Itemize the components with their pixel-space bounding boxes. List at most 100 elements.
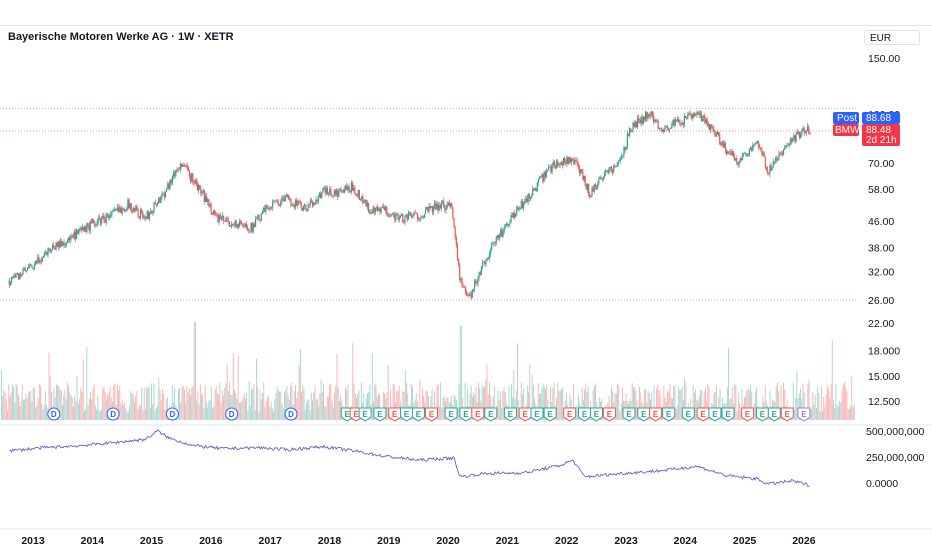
candle-body: [269, 207, 272, 209]
candle-body: [182, 165, 184, 167]
earnings-label: E: [700, 410, 706, 419]
volume-bar: [684, 378, 686, 420]
candle-body: [572, 159, 574, 160]
candle-body: [453, 218, 455, 228]
volume-bar: [614, 392, 616, 420]
volume-bar: [715, 385, 717, 420]
volume-bar: [320, 379, 322, 420]
candle-body: [608, 168, 610, 174]
volume-bar: [136, 390, 138, 420]
volume-bar: [49, 375, 51, 420]
candle-body: [340, 189, 342, 192]
candle-body: [607, 171, 609, 174]
symbol-title[interactable]: Bayerische Motoren Werke AG · 1W · XETR: [6, 30, 236, 44]
volume-bar: [11, 384, 13, 420]
candle-body: [809, 132, 811, 135]
candle-body: [373, 207, 375, 213]
volume-bar: [241, 400, 243, 420]
candle-body: [599, 177, 601, 180]
volume-bar: [148, 386, 150, 420]
candle-body: [91, 219, 94, 223]
candle-body: [200, 188, 202, 194]
candle-body: [190, 175, 192, 182]
volume-bar: [523, 388, 525, 420]
volume-bar: [442, 397, 444, 420]
volume-bar: [242, 396, 244, 420]
candle-body: [517, 207, 519, 210]
candle-body: [621, 156, 623, 160]
volume-bar: [108, 393, 110, 420]
candle-body: [381, 206, 383, 208]
candle-body: [210, 204, 212, 213]
candle-body: [306, 209, 308, 212]
candle-body: [244, 224, 246, 226]
candle-body: [347, 186, 349, 190]
candle-body: [746, 155, 748, 157]
candle-body: [194, 179, 196, 184]
volume-bar: [124, 401, 126, 420]
volume-bar: [831, 340, 833, 420]
candle-body: [789, 139, 792, 144]
volume-bar: [847, 409, 849, 420]
candle-body: [437, 204, 439, 211]
candle-body: [554, 165, 557, 168]
price-axis-tick: 32.00: [868, 266, 894, 278]
volume-bar: [281, 403, 283, 420]
candle-body: [447, 202, 449, 205]
candle-body: [470, 294, 472, 298]
volume-bar: [32, 388, 34, 420]
volume-bar: [552, 387, 554, 420]
volume-bar: [99, 411, 101, 420]
candle-body: [128, 199, 130, 209]
candle-body: [598, 179, 600, 184]
currency-selector[interactable]: EUR: [864, 30, 920, 45]
dividend-label: D: [288, 410, 294, 419]
volume-bar: [290, 386, 292, 420]
candle-body: [188, 171, 191, 176]
candle-body: [513, 213, 516, 218]
earnings-icon: [755, 407, 769, 422]
volume-bar: [155, 407, 157, 420]
candle-body: [126, 208, 128, 211]
candle-body: [289, 198, 291, 200]
candle-body: [38, 257, 40, 263]
volume-bar: [93, 384, 95, 420]
candle-body: [156, 202, 159, 206]
candle-body: [44, 252, 46, 256]
volume-bar: [229, 382, 231, 420]
volume-bar: [754, 392, 756, 420]
volume-bar: [252, 389, 254, 420]
volume-bar: [130, 391, 132, 420]
volume-bar: [667, 390, 669, 420]
candle-body: [593, 184, 595, 192]
dividend-icon: [106, 407, 120, 421]
candle-body: [316, 199, 318, 202]
volume-bar: [221, 390, 223, 420]
candle-body: [308, 204, 310, 206]
candle-body: [421, 216, 423, 218]
candle-body: [681, 122, 683, 125]
candle-body: [635, 122, 638, 128]
candle-body: [169, 179, 171, 189]
candle-body: [488, 254, 490, 259]
volume-bar: [360, 382, 362, 420]
candle-body: [258, 215, 260, 221]
candle-body: [185, 165, 187, 167]
candle-body: [95, 225, 97, 226]
time-axis-tick: 2014: [81, 535, 105, 547]
volume-bar: [137, 409, 139, 420]
candle-body: [219, 214, 221, 220]
candle-body: [367, 202, 370, 213]
volume-bar: [127, 411, 129, 420]
candle-body: [566, 157, 568, 164]
candle-body: [796, 131, 798, 134]
earnings-label: E: [567, 410, 573, 419]
time-axis-tick: 2016: [199, 535, 223, 547]
volume-bar: [595, 383, 597, 420]
volume-bar: [425, 390, 427, 420]
volume-bar: [336, 353, 338, 420]
candle-body: [530, 196, 533, 197]
earnings-icon: [503, 407, 517, 422]
candle-body: [804, 132, 806, 134]
